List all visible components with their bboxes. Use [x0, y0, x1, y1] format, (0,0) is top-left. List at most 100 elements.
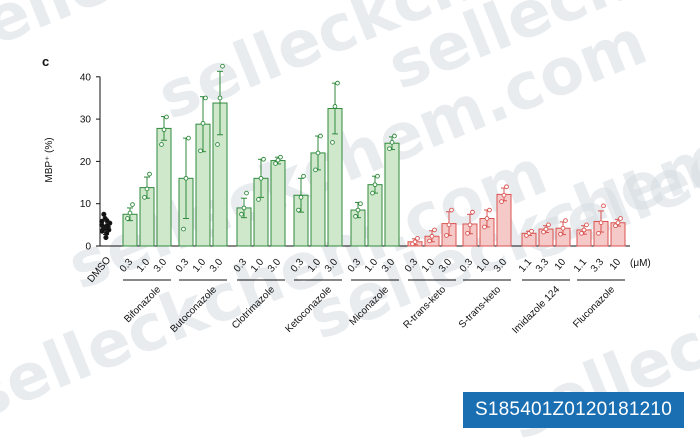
y-tick-label: 30	[80, 115, 92, 126]
data-point	[429, 233, 435, 239]
data-point	[353, 214, 358, 219]
data-point	[244, 190, 249, 196]
data-point	[130, 202, 135, 207]
data-point	[563, 218, 568, 223]
data-point	[301, 173, 306, 179]
data-point	[256, 197, 261, 202]
data-point	[546, 222, 551, 228]
data-point	[125, 216, 130, 221]
data-point	[278, 154, 283, 160]
data-point	[449, 207, 454, 213]
data-point	[596, 230, 601, 236]
data-point	[99, 218, 105, 225]
data-point	[142, 195, 147, 200]
data-point	[258, 175, 264, 181]
data-point	[470, 209, 475, 215]
data-point	[200, 120, 206, 126]
data-point	[358, 201, 363, 207]
data-point	[186, 135, 191, 141]
data-point	[215, 142, 220, 147]
data-point	[318, 133, 323, 139]
data-point	[370, 190, 375, 196]
data-point	[504, 184, 509, 190]
data-point	[543, 226, 549, 232]
data-point	[101, 211, 107, 217]
data-point	[298, 195, 304, 200]
data-point	[415, 236, 420, 241]
data-point	[144, 186, 150, 192]
data-point	[198, 148, 203, 154]
dose-tick-label: 10	[608, 257, 624, 273]
y-tick-label: 40	[80, 72, 92, 83]
product-code-badge: S185401Z0120181210	[463, 392, 684, 428]
data-point	[239, 211, 244, 217]
data-point	[427, 238, 432, 244]
data-point	[389, 140, 395, 145]
bar	[384, 142, 400, 247]
data-point	[105, 223, 111, 229]
data-point	[618, 216, 623, 221]
bar	[496, 193, 512, 247]
data-point	[467, 222, 473, 228]
data-point	[147, 171, 152, 177]
data-point	[330, 140, 335, 145]
data-point	[103, 234, 109, 241]
bar-series	[99, 63, 626, 247]
data-point	[581, 227, 587, 233]
data-point	[183, 175, 189, 181]
data-point	[375, 173, 380, 179]
y-tick-label: 20	[80, 157, 92, 168]
data-point	[446, 222, 452, 228]
data-point	[127, 210, 133, 216]
unit-label: (μM)	[630, 258, 651, 269]
data-point	[412, 239, 418, 245]
data-point	[217, 95, 223, 101]
data-point	[313, 167, 318, 173]
bar	[156, 127, 172, 247]
data-point	[106, 227, 112, 233]
group-label: Imidazole 124	[510, 284, 562, 336]
data-point	[220, 63, 225, 69]
group-label: Fluconazole	[571, 284, 617, 330]
data-point	[613, 223, 618, 229]
data-point	[355, 207, 361, 213]
data-point	[601, 203, 606, 209]
data-point	[499, 199, 504, 204]
data-point	[579, 230, 584, 236]
y-axis-title: MBP⁺ (%)	[44, 137, 55, 182]
data-point	[296, 207, 301, 213]
data-point	[332, 104, 338, 109]
bar	[270, 160, 286, 247]
data-point	[159, 142, 164, 147]
data-point	[164, 114, 169, 120]
data-point	[273, 161, 278, 166]
data-point	[560, 225, 566, 231]
data-point	[482, 224, 487, 230]
data-point	[444, 233, 449, 238]
data-point	[261, 156, 266, 162]
data-point	[615, 220, 621, 226]
data-point	[541, 229, 546, 235]
data-point	[598, 220, 604, 226]
dose-tick-label: 3.3	[589, 257, 607, 275]
data-point	[465, 230, 470, 236]
data-point	[529, 228, 534, 234]
data-point	[181, 226, 186, 232]
data-point	[487, 207, 492, 213]
panel-letter: c	[42, 54, 49, 69]
data-point	[275, 157, 281, 163]
data-point	[335, 80, 340, 86]
data-point	[203, 95, 208, 101]
data-point	[104, 230, 110, 236]
data-point	[432, 227, 437, 233]
data-point	[241, 205, 247, 211]
y-tick-label: 10	[80, 199, 92, 210]
data-point	[372, 182, 378, 188]
data-point	[392, 133, 397, 139]
data-point	[484, 216, 490, 221]
data-point	[161, 127, 167, 133]
bar	[367, 184, 383, 247]
data-point	[584, 222, 589, 228]
